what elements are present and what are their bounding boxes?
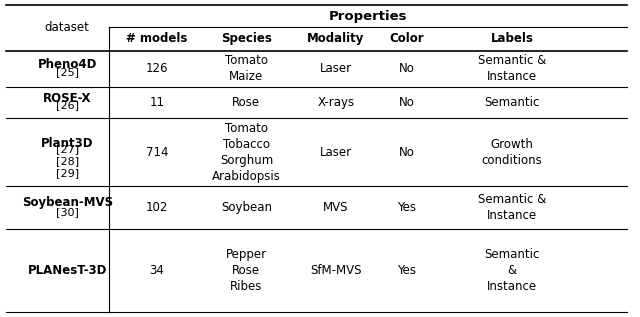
Text: Labels: Labels [491,32,533,46]
Text: Properties: Properties [329,10,407,23]
Text: Tomato
Tobacco
Sorghum
Arabidopsis: Tomato Tobacco Sorghum Arabidopsis [212,121,281,183]
Text: Yes: Yes [397,264,416,277]
Text: Semantic
&
Instance: Semantic & Instance [484,248,540,293]
Text: No: No [399,62,414,75]
Text: 126: 126 [145,62,168,75]
Text: 34: 34 [149,264,164,277]
Text: [30]: [30] [56,207,79,217]
Text: No: No [399,146,414,158]
Text: SfM-MVS: SfM-MVS [310,264,362,277]
Text: Laser: Laser [320,146,352,158]
Text: Semantic &
Instance: Semantic & Instance [478,193,546,222]
Text: 714: 714 [145,146,168,158]
Text: Laser: Laser [320,62,352,75]
Text: [27]
[28]
[29]: [27] [28] [29] [56,145,79,178]
Text: [26]: [26] [56,100,79,111]
Text: Growth
conditions: Growth conditions [482,138,542,166]
Text: ROSE-X: ROSE-X [43,92,92,105]
Text: MVS: MVS [323,201,349,214]
Text: PLANesT-3D: PLANesT-3D [28,264,107,277]
Text: Pepper
Rose
Ribes: Pepper Rose Ribes [226,248,267,293]
Text: Tomato
Maize: Tomato Maize [225,54,268,83]
Text: 11: 11 [149,96,164,109]
Text: Modality: Modality [307,32,365,46]
Text: 102: 102 [146,201,168,214]
Text: # models: # models [126,32,188,46]
Text: Pheno4D: Pheno4D [38,58,97,71]
Text: X-rays: X-rays [317,96,355,109]
Text: Species: Species [221,32,272,46]
Text: Plant3D: Plant3D [41,137,93,150]
Text: Color: Color [389,32,424,46]
Text: Semantic &
Instance: Semantic & Instance [478,54,546,83]
Text: dataset: dataset [45,21,90,35]
Text: Rose: Rose [232,96,260,109]
Text: Semantic: Semantic [484,96,540,109]
Text: Yes: Yes [397,201,416,214]
Text: Soybean: Soybean [221,201,272,214]
Text: [25]: [25] [56,68,79,77]
Text: No: No [399,96,414,109]
Text: Soybean-MVS: Soybean-MVS [22,196,113,209]
